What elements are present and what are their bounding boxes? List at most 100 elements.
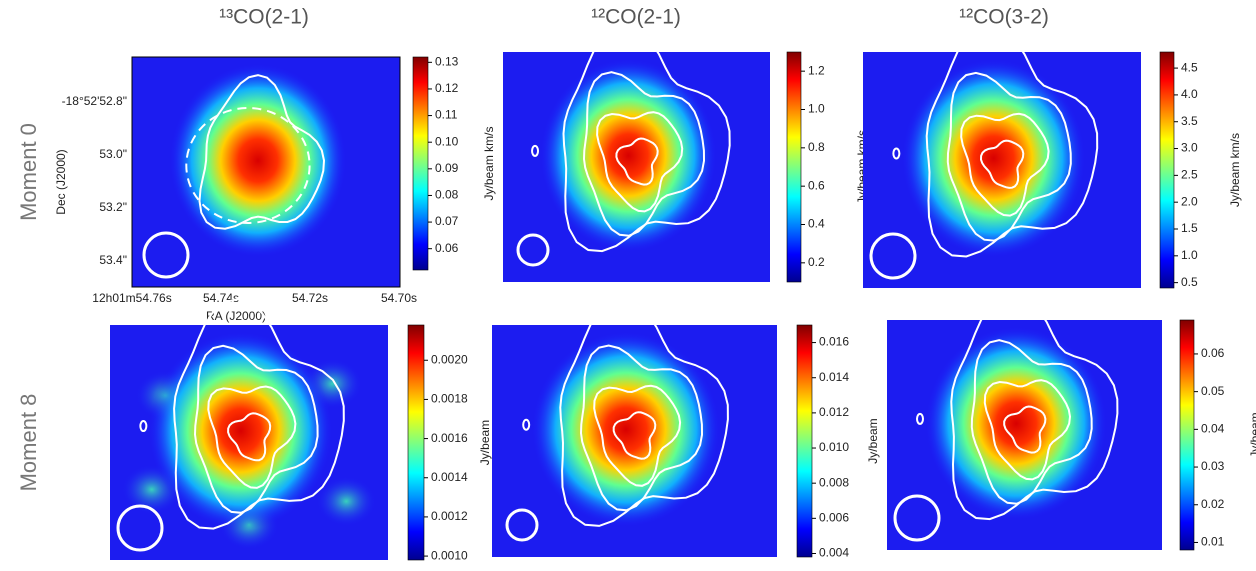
contour	[983, 379, 1072, 481]
contour	[173, 297, 345, 530]
colorbar-tick-label: 0.0020	[431, 352, 468, 366]
colorbar-tick-label: 1.0	[1181, 248, 1198, 262]
beam	[505, 508, 539, 542]
colorbar-tick-label: 0.004	[819, 546, 849, 560]
colorbar-tick-label: 0.012	[819, 405, 849, 419]
colorbar-tick-label: 2.0	[1181, 194, 1198, 208]
colorbar-tick-label: 0.010	[819, 440, 849, 454]
colorbar-tick-label: 0.2	[808, 255, 825, 269]
map-emission	[925, 326, 1107, 521]
x-tick-label: 54.70s	[381, 291, 417, 305]
contour	[615, 137, 659, 186]
colorbar-tick-label: 0.006	[819, 511, 849, 525]
colorbar-tick-label: 3.5	[1181, 114, 1198, 128]
beam	[116, 504, 164, 552]
y-tick-label: -18°52'52.8"	[62, 94, 127, 108]
x-tick-label: 54.72s	[292, 291, 328, 305]
contour	[207, 385, 297, 489]
colorbar-tick-label: 0.0010	[431, 548, 468, 562]
colorbar	[407, 324, 425, 561]
colorbar-tick-label: 0.09	[435, 161, 459, 175]
map-emission	[169, 63, 347, 258]
beam	[516, 233, 550, 267]
y-tick-label: 53.0"	[99, 147, 127, 161]
colorbar-tick-label: 0.05	[1201, 384, 1225, 398]
colorbar-tick-label: 4.0	[1181, 87, 1198, 101]
colorbar-tick-label: 0.016	[819, 335, 849, 349]
colorbar-tick-label: 4.5	[1181, 60, 1198, 74]
colorbar-tick-label: 0.0018	[431, 392, 468, 406]
contour	[960, 112, 1050, 217]
colorbar	[786, 51, 802, 283]
beam	[869, 232, 917, 280]
row-label: Moment 0	[16, 123, 41, 221]
map-emission	[901, 59, 1086, 258]
contour	[593, 384, 682, 487]
panel: 0.06 0.07 0.08 0.09 0.10 0.11 0.12 0.13 Jy/beam …	[131, 54, 496, 288]
contour	[950, 293, 1119, 521]
map-emission	[316, 476, 377, 527]
contour	[579, 344, 704, 512]
colorbar-label: Jy/beam km/s	[482, 126, 496, 200]
contour	[612, 411, 657, 460]
colorbar-label: Jy/beam	[478, 420, 492, 465]
axes-frame	[131, 56, 401, 288]
map-emission	[540, 58, 717, 253]
y-tick-label: 53.2"	[99, 200, 127, 214]
contour	[139, 420, 148, 433]
contour	[562, 25, 731, 253]
colorbar-tick-label: 0.08	[435, 188, 459, 202]
colorbar	[1179, 319, 1195, 551]
x-tick-label: 12h01m54.76s	[92, 291, 171, 305]
colorbar-label: Jy/beam km/s	[1228, 133, 1242, 207]
colorbar-tick-label: 0.03	[1201, 459, 1225, 473]
colorbar-tick-label: 0.014	[819, 370, 849, 384]
colorbar-tick-label: 0.4	[808, 217, 825, 231]
map-emission	[531, 331, 720, 527]
contour	[559, 298, 729, 527]
contour	[1003, 405, 1047, 454]
contour	[979, 139, 1025, 189]
colorbar-tick-label: 0.11	[435, 108, 458, 122]
beam	[142, 231, 190, 279]
column-title: ¹²CO(3-2)	[959, 6, 1049, 29]
colorbar-tick-label: 0.5	[1181, 275, 1198, 289]
panel: 0.01 0.02 0.03 0.04 0.05 0.06 Jy/beam	[887, 293, 1256, 551]
map-emission	[148, 332, 333, 530]
contour	[193, 344, 319, 514]
colorbar-tick-label: 0.02	[1201, 497, 1225, 511]
colorbar-tick-label: 2.5	[1181, 168, 1198, 182]
panel: 0.20.40.60.81.01.2Jy/beam km/s	[503, 25, 869, 283]
row-label: Moment 8	[16, 394, 41, 492]
colorbar-tick-label: 1.5	[1181, 221, 1198, 235]
panel: 0.004 0.006 0.008 0.010 0.012 0.014 0.016 Jy/be…	[492, 298, 880, 560]
panel: 0.0010 0.0012 0.0014 0.0016 0.0018 0.0020 Jy/b…	[110, 297, 492, 562]
colorbar	[1159, 51, 1175, 289]
y-axis-label: Dec (J2000)	[54, 149, 68, 214]
colorbar	[412, 56, 429, 271]
colorbar-tick-label: 0.0014	[431, 470, 468, 484]
contour	[531, 144, 540, 157]
contour	[916, 412, 924, 425]
contour	[582, 71, 706, 237]
colorbar-tick-label: 0.6	[808, 178, 825, 192]
colorbar-label: Jy/beam	[866, 418, 880, 463]
contour	[198, 74, 326, 230]
colorbar-tick-label: 0.01	[1201, 535, 1225, 549]
colorbar-label: Jy/beam	[1248, 412, 1256, 457]
colorbar-tick-label: 3.0	[1181, 141, 1198, 155]
contour	[970, 339, 1093, 505]
beam	[893, 494, 941, 542]
column-title: ¹²CO(2-1)	[591, 6, 681, 29]
column-title: ¹³CO(2-1)	[219, 6, 309, 29]
colorbar-tick-label: 0.06	[435, 241, 459, 255]
colorbar-tick-label: 0.04	[1201, 422, 1225, 436]
colorbar-tick-label: 0.12	[435, 81, 459, 95]
colorbar-tick-label: 0.07	[435, 214, 459, 228]
colorbar-tick-label: 0.06	[1201, 346, 1225, 360]
colorbar-tick-label: 0.0012	[431, 509, 468, 523]
colorbar-tick-label: 1.2	[808, 63, 825, 77]
colorbar	[796, 324, 813, 558]
colorbar-tick-label: 0.0016	[431, 431, 468, 445]
